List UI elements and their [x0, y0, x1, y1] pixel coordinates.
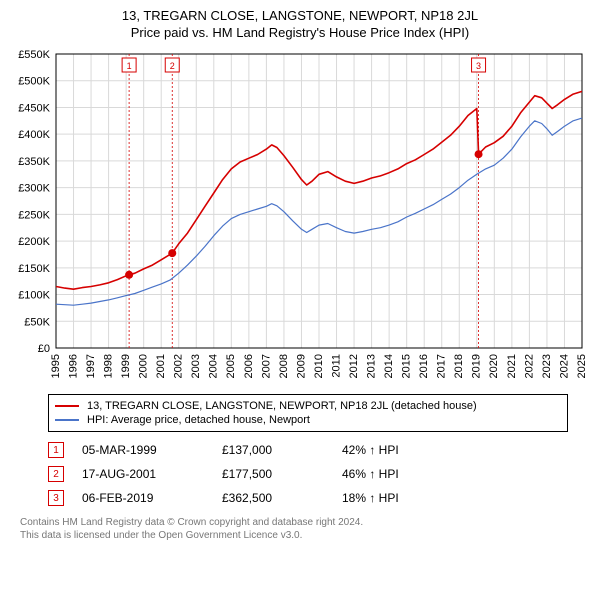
- svg-text:2014: 2014: [383, 354, 395, 378]
- svg-text:2011: 2011: [330, 354, 342, 378]
- sales-row: 3 06-FEB-2019£362,50018% ↑ HPI: [48, 486, 568, 510]
- svg-text:2009: 2009: [295, 354, 307, 378]
- svg-text:2023: 2023: [541, 354, 553, 378]
- svg-text:£100K: £100K: [18, 290, 50, 302]
- sale-price: £137,000: [222, 443, 342, 457]
- svg-text:£450K: £450K: [18, 102, 50, 114]
- svg-text:2: 2: [170, 61, 175, 71]
- svg-text:2016: 2016: [418, 354, 430, 378]
- svg-text:£0: £0: [38, 343, 50, 355]
- svg-text:£300K: £300K: [18, 183, 50, 195]
- svg-text:2004: 2004: [208, 354, 220, 378]
- sale-date: 17-AUG-2001: [82, 467, 222, 481]
- legend-swatch: [55, 419, 79, 421]
- svg-text:2000: 2000: [138, 354, 150, 378]
- legend-box: 13, TREGARN CLOSE, LANGSTONE, NEWPORT, N…: [48, 394, 568, 432]
- svg-text:2015: 2015: [401, 354, 413, 378]
- chart-area: £0 £50K £100K £150K £200K £250K £300K £350K £400…: [10, 48, 590, 388]
- svg-text:2013: 2013: [366, 354, 378, 378]
- legend-label: 13, TREGARN CLOSE, LANGSTONE, NEWPORT, N…: [87, 400, 477, 412]
- svg-text:1995: 1995: [50, 354, 62, 378]
- svg-text:1: 1: [127, 61, 132, 71]
- sales-row: 1 05-MAR-1999£137,00042% ↑ HPI: [48, 438, 568, 462]
- sale-price: £362,500: [222, 491, 342, 505]
- footer-line1: Contains HM Land Registry data © Crown c…: [20, 516, 590, 529]
- svg-text:2025: 2025: [576, 354, 588, 378]
- svg-text:2024: 2024: [558, 354, 570, 378]
- svg-text:£400K: £400K: [18, 129, 50, 141]
- sale-marker-box: 3: [48, 490, 64, 506]
- svg-text:2018: 2018: [453, 354, 465, 378]
- svg-text:1996: 1996: [67, 354, 79, 378]
- sale-pct: 42% ↑ HPI: [342, 443, 462, 457]
- svg-text:3: 3: [476, 61, 481, 71]
- svg-text:£500K: £500K: [18, 76, 50, 88]
- svg-text:2019: 2019: [471, 354, 483, 378]
- svg-text:2006: 2006: [243, 354, 255, 378]
- svg-text:2007: 2007: [260, 354, 272, 378]
- svg-text:2012: 2012: [348, 354, 360, 378]
- svg-text:2022: 2022: [523, 354, 535, 378]
- svg-text:£250K: £250K: [18, 209, 50, 221]
- sale-date: 06-FEB-2019: [82, 491, 222, 505]
- legend-row: HPI: Average price, detached house, Newp…: [55, 413, 561, 427]
- legend-label: HPI: Average price, detached house, Newp…: [87, 414, 310, 426]
- sale-price: £177,500: [222, 467, 342, 481]
- svg-text:£550K: £550K: [18, 49, 50, 61]
- svg-text:2001: 2001: [155, 354, 167, 378]
- legend-row: 13, TREGARN CLOSE, LANGSTONE, NEWPORT, N…: [55, 399, 561, 413]
- svg-text:2020: 2020: [488, 354, 500, 378]
- svg-text:1998: 1998: [103, 354, 115, 378]
- svg-text:1997: 1997: [85, 354, 97, 378]
- chart-subtitle: Price paid vs. HM Land Registry's House …: [10, 25, 590, 40]
- svg-text:£150K: £150K: [18, 263, 50, 275]
- sale-date: 05-MAR-1999: [82, 443, 222, 457]
- legend-swatch: [55, 405, 79, 407]
- svg-text:£200K: £200K: [18, 236, 50, 248]
- sales-row: 2 17-AUG-2001£177,50046% ↑ HPI: [48, 462, 568, 486]
- svg-text:2021: 2021: [506, 354, 518, 378]
- chart-svg: £0 £50K £100K £150K £200K £250K £300K £350K £400…: [10, 48, 590, 388]
- sale-marker-box: 1: [48, 442, 64, 458]
- svg-text:2008: 2008: [278, 354, 290, 378]
- svg-text:2010: 2010: [313, 354, 325, 378]
- svg-text:2002: 2002: [173, 354, 185, 378]
- chart-title: 13, TREGARN CLOSE, LANGSTONE, NEWPORT, N…: [10, 8, 590, 23]
- footer-attribution: Contains HM Land Registry data © Crown c…: [20, 516, 590, 542]
- footer-line2: This data is licensed under the Open Gov…: [20, 529, 590, 542]
- svg-text:2005: 2005: [225, 354, 237, 378]
- chart-container: 13, TREGARN CLOSE, LANGSTONE, NEWPORT, N…: [0, 0, 600, 548]
- svg-text:2017: 2017: [436, 354, 448, 378]
- svg-text:£50K: £50K: [24, 316, 50, 328]
- svg-text:1999: 1999: [120, 354, 132, 378]
- svg-text:2003: 2003: [190, 354, 202, 378]
- sales-table: 1 05-MAR-1999£137,00042% ↑ HPI 2 17-AUG-200…: [48, 438, 568, 510]
- sale-marker-box: 2: [48, 466, 64, 482]
- sale-pct: 18% ↑ HPI: [342, 491, 462, 505]
- sale-pct: 46% ↑ HPI: [342, 467, 462, 481]
- svg-text:£350K: £350K: [18, 156, 50, 168]
